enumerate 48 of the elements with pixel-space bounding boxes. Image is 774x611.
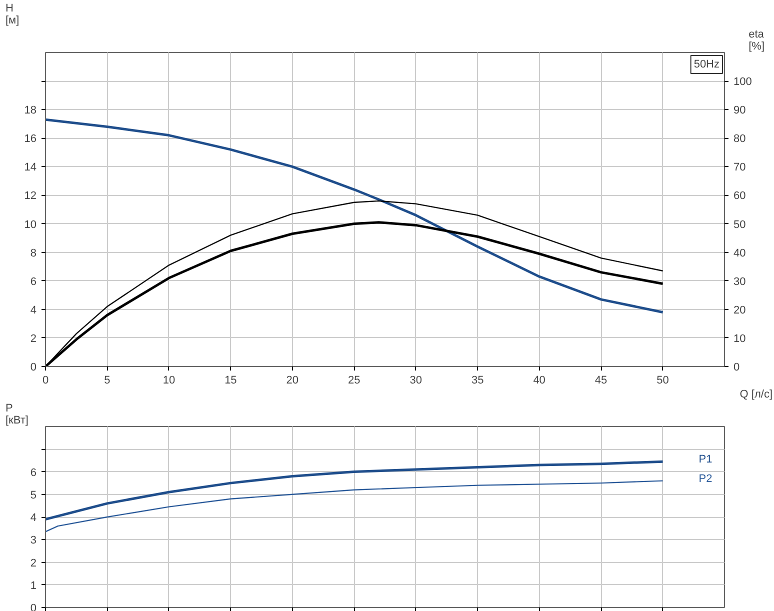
y2-tick-label: 20 <box>734 304 746 316</box>
line-series <box>46 460 664 521</box>
y-tick-label: 16 <box>24 133 37 146</box>
y-tick-label: 10 <box>24 218 37 231</box>
y-tick-label: 6 <box>30 466 37 479</box>
text: P1 <box>698 454 712 466</box>
y2-axis-title: eta [%] <box>748 28 765 52</box>
x-axis-title: Q [л/с] <box>740 388 773 400</box>
y-tick-label: 14 <box>24 162 37 174</box>
y2-tick-label: 0 <box>734 362 740 374</box>
y-axis-title: H [м] <box>6 2 20 26</box>
line-series <box>46 118 664 314</box>
x-tick-label: 30 <box>410 374 422 386</box>
y-tick-label: 3 <box>30 534 37 547</box>
y2-tick-label: 100 <box>734 76 752 88</box>
y2-tick-label: 70 <box>734 162 746 174</box>
x-tick-label: 10 <box>162 374 176 386</box>
y-tick-label: 2 <box>30 332 37 345</box>
y2-tick-label: 60 <box>734 190 746 202</box>
x-tick-label: 20 <box>286 374 299 386</box>
x-tick-label: 0 <box>42 374 49 386</box>
y-tick-label: 4 <box>30 512 37 524</box>
y2-tick-label: 40 <box>734 247 746 260</box>
y2-tick-label: 80 <box>734 133 746 146</box>
y-tick-label: 6 <box>30 276 37 288</box>
x-tick-label: 15 <box>224 374 237 386</box>
annotation: 50Hz <box>694 58 720 70</box>
y-tick-label: 12 <box>24 190 37 202</box>
y2-tick-label: 50 <box>734 218 746 231</box>
y-tick-label: 18 <box>24 104 37 117</box>
y-tick-label: 0 <box>30 362 37 374</box>
y-tick-label: 1 <box>30 580 37 592</box>
x-tick-label: 25 <box>348 374 360 386</box>
y2-tick-label: 10 <box>734 332 746 345</box>
y-tick-label: 5 <box>30 489 37 502</box>
x-tick-label: 50 <box>656 374 669 386</box>
line-series <box>46 480 664 532</box>
y-tick-label: 2 <box>30 557 37 570</box>
x-tick-label: 35 <box>471 374 484 386</box>
x-tick-label: 45 <box>594 374 608 386</box>
y-tick-label: 4 <box>30 304 37 316</box>
text: P2 <box>698 472 712 485</box>
y-axis-title: P [кВт] <box>6 402 28 426</box>
y2-tick-label: 30 <box>734 276 746 288</box>
x-tick-label: 40 <box>533 374 546 386</box>
y2-tick-label: 90 <box>734 104 746 117</box>
y-tick-label: 8 <box>30 247 37 260</box>
x-tick-label: 5 <box>104 374 110 386</box>
